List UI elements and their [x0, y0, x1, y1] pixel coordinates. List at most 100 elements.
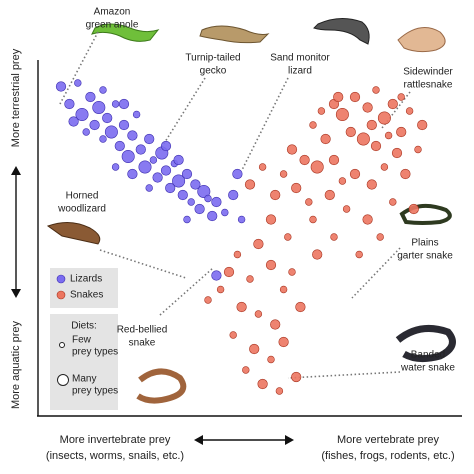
- point: [291, 182, 302, 194]
- point: [333, 91, 344, 103]
- y-label-bottom: More aquatic prey: [10, 320, 22, 409]
- point: [414, 145, 422, 154]
- point: [160, 165, 172, 176]
- series-1: [204, 86, 428, 395]
- point: [194, 203, 205, 215]
- point: [211, 196, 222, 208]
- point: [380, 163, 389, 171]
- point: [207, 210, 218, 222]
- point: [204, 296, 212, 304]
- point: [396, 126, 407, 138]
- point: [258, 163, 267, 171]
- point: [309, 215, 317, 224]
- x-label-right-sub: (fishes, frogs, rodents, etc.): [321, 450, 454, 462]
- point: [345, 126, 356, 138]
- point: [246, 275, 254, 283]
- diet-many: Many: [72, 374, 96, 385]
- legend-label: Snakes: [70, 290, 103, 301]
- point: [279, 170, 288, 178]
- point: [249, 343, 260, 355]
- point: [299, 154, 310, 166]
- point: [242, 366, 250, 374]
- point: [275, 387, 284, 395]
- point: [228, 189, 239, 201]
- point: [233, 250, 242, 259]
- point: [288, 268, 296, 276]
- annotation: Sand monitor: [270, 53, 330, 64]
- diet-few: Few: [72, 335, 92, 346]
- legend-marker: [56, 274, 66, 284]
- annotation: Horned: [66, 191, 99, 202]
- point: [342, 205, 351, 213]
- point: [372, 86, 380, 94]
- point: [99, 135, 107, 143]
- point: [55, 81, 67, 92]
- point: [408, 203, 419, 215]
- x-label-left-sub: (insects, worms, snails, etc.): [46, 450, 184, 462]
- point: [102, 112, 113, 124]
- point: [267, 355, 275, 364]
- point: [82, 128, 90, 136]
- point: [291, 371, 302, 383]
- point: [211, 270, 222, 281]
- point: [309, 121, 317, 129]
- point: [197, 185, 211, 199]
- point: [216, 285, 225, 294]
- annotation: Plains: [411, 238, 438, 249]
- x-label-right: More vertebrate prey: [337, 434, 440, 446]
- legend-box: [50, 268, 118, 308]
- point: [257, 378, 268, 390]
- point: [183, 215, 191, 224]
- y-arrow: [11, 166, 21, 298]
- annotation: snake: [129, 338, 156, 349]
- point: [190, 179, 201, 190]
- point: [237, 215, 246, 224]
- point: [384, 131, 393, 140]
- point: [75, 108, 89, 122]
- point: [89, 119, 100, 131]
- annotation: woodlizard: [57, 204, 106, 215]
- point: [152, 172, 163, 183]
- point: [265, 259, 277, 271]
- point: [400, 168, 411, 180]
- point: [160, 140, 172, 152]
- point: [355, 250, 363, 259]
- point: [310, 160, 324, 174]
- point: [145, 184, 153, 192]
- point: [278, 336, 289, 348]
- legend-marker: [56, 290, 66, 300]
- point: [114, 140, 125, 152]
- point: [317, 107, 326, 115]
- point: [177, 189, 188, 201]
- point: [270, 319, 281, 330]
- point: [118, 98, 130, 110]
- point: [349, 168, 361, 180]
- annotation: Red-bellied: [117, 325, 168, 336]
- point: [305, 198, 313, 206]
- point: [284, 233, 292, 241]
- point: [165, 182, 176, 194]
- series-0: [55, 79, 246, 281]
- annotation: Amazon: [94, 7, 131, 18]
- point: [236, 301, 247, 313]
- x-arrow: [194, 435, 294, 445]
- diet-few-marker: [59, 342, 65, 348]
- point: [204, 194, 212, 203]
- point: [405, 107, 414, 115]
- animal-illustrations: [46, 18, 456, 404]
- point: [254, 310, 263, 318]
- legend-label: Lizards: [70, 274, 102, 285]
- annotation: lizard: [288, 66, 312, 77]
- annotation: green anole: [86, 20, 139, 31]
- point: [92, 101, 106, 115]
- point: [223, 266, 235, 278]
- point: [265, 214, 277, 225]
- point: [181, 168, 193, 180]
- point: [118, 119, 130, 131]
- point: [229, 331, 237, 339]
- point: [286, 144, 298, 155]
- point: [397, 93, 405, 101]
- point: [173, 154, 184, 166]
- point: [138, 160, 152, 174]
